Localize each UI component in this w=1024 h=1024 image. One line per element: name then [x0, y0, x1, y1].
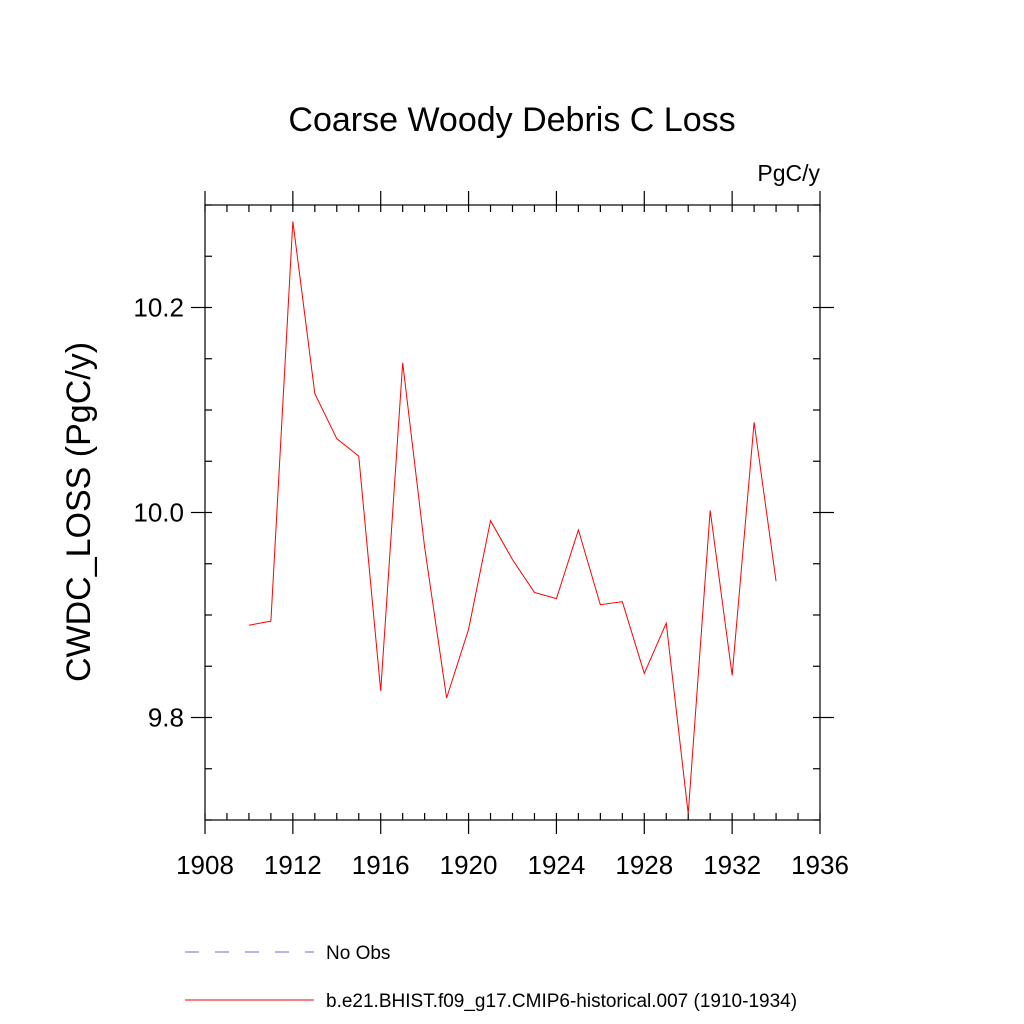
legend-label: b.e21.BHIST.f09_g17.CMIP6-historical.007… [326, 991, 797, 1012]
x-tick-label: 1932 [703, 850, 761, 880]
chart-title: Coarse Woody Debris C Loss [288, 101, 735, 139]
x-tick-label: 1912 [264, 850, 322, 880]
y-tick-label: 10.0 [133, 498, 184, 528]
x-tick-label: 1928 [615, 850, 673, 880]
axis-ticks [191, 191, 834, 834]
axis-tick-labels: 1908 1912 1916 1920 1924 1928 1932 1936 9.8 10.0 1… [133, 293, 849, 881]
series-layer [248, 221, 777, 814]
series-line [248, 221, 777, 814]
x-tick-label: 1916 [352, 850, 410, 880]
x-tick-label: 1924 [528, 850, 586, 880]
y-tick-label: 10.2 [133, 293, 184, 323]
legend: No Obs b.e21.BHIST.f09_g17.CMIP6-historic… [185, 943, 797, 1012]
units-label: PgC/y [757, 160, 820, 186]
y-axis-label: CWDC_LOSS (PgC/y) [60, 342, 98, 682]
legend-label: No Obs [326, 943, 390, 964]
x-tick-label: 1936 [791, 850, 849, 880]
x-tick-label: 1920 [440, 850, 498, 880]
x-tick-label: 1908 [176, 850, 234, 880]
plot-frame [204, 204, 821, 821]
y-tick-label: 9.8 [148, 703, 184, 733]
